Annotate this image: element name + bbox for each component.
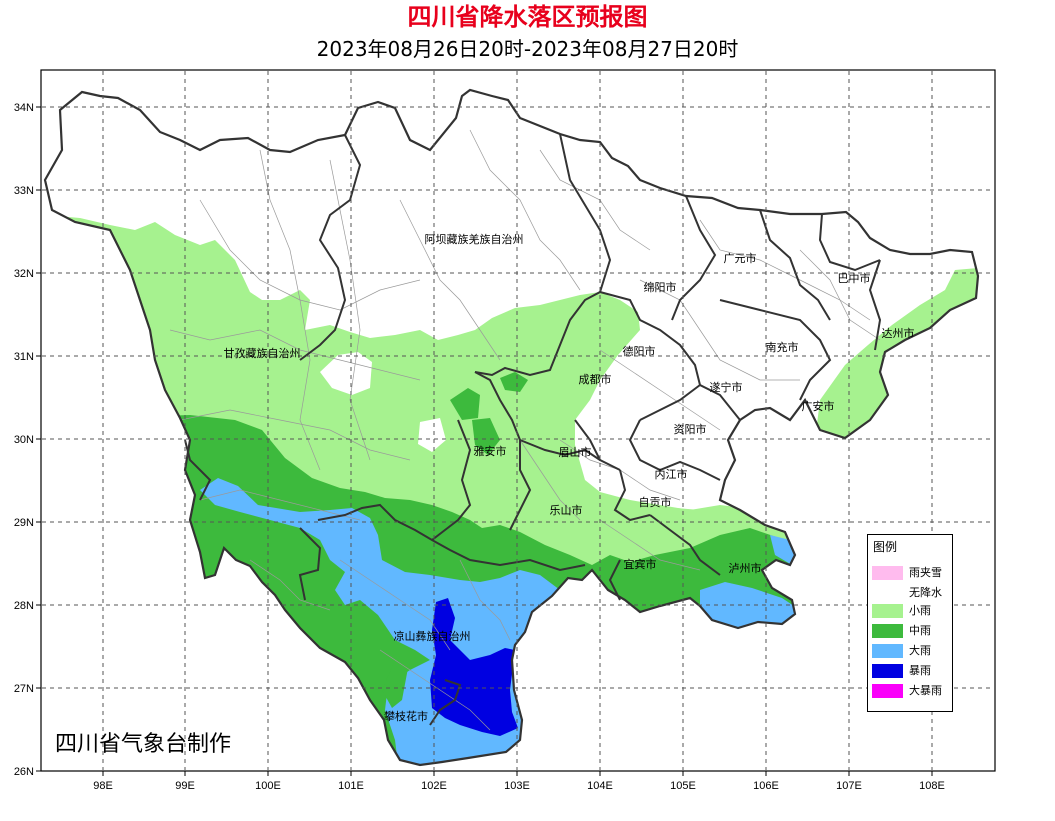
region-label-yibin: 宜宾市 <box>624 557 657 571</box>
y-tick-label: 33N <box>14 185 34 197</box>
legend-item: 小雨 <box>872 603 952 620</box>
y-tick-label: 31N <box>14 351 34 363</box>
legend-item: 中雨 <box>872 623 952 640</box>
legend-item: 大暴雨 <box>872 683 952 700</box>
x-tick-label: 108E <box>919 780 945 792</box>
legend-label: 暴雨 <box>909 664 931 677</box>
region-label-neijiang: 内江市 <box>655 467 688 481</box>
region-label-leshan: 乐山市 <box>550 503 583 517</box>
legend-swatch <box>872 604 903 618</box>
x-tick-label: 101E <box>338 780 364 792</box>
region-label-zigong: 自贡市 <box>639 495 672 509</box>
region-label-nanchong: 南充市 <box>766 340 799 354</box>
legend-swatch <box>872 684 903 698</box>
region-label-suining: 遂宁市 <box>710 380 743 394</box>
region-label-ziyang: 资阳市 <box>674 422 707 436</box>
x-tick-label: 107E <box>836 780 862 792</box>
legend-swatch <box>872 586 903 600</box>
region-label-aba: 阿坝藏族羌族自治州 <box>425 232 524 246</box>
x-tick-label: 106E <box>753 780 779 792</box>
legend-label: 小雨 <box>909 604 931 617</box>
legend: 图例 雨夹雪 无降水 小雨 中雨 大雨 暴雨 大暴雨 <box>867 534 953 712</box>
y-tick-label: 29N <box>14 517 34 529</box>
region-label-meishan: 眉山市 <box>559 445 592 459</box>
region-label-guangan: 广安市 <box>802 399 835 413</box>
x-tick-label: 104E <box>587 780 613 792</box>
legend-swatch <box>872 566 903 580</box>
region-label-mianyang: 绵阳市 <box>644 280 677 294</box>
region-label-liangshan: 凉山彝族自治州 <box>394 629 471 643</box>
map-subtitle: 2023年08月26日20时-2023年08月27日20时 <box>316 37 739 61</box>
region-label-guangyuan: 广元市 <box>724 251 757 265</box>
x-tick-label: 99E <box>175 780 195 792</box>
x-tick-label: 100E <box>255 780 281 792</box>
legend-item: 无降水 <box>872 585 952 602</box>
legend-label: 中雨 <box>909 624 931 637</box>
x-tick-label: 103E <box>504 780 530 792</box>
y-tick-label: 27N <box>14 683 34 695</box>
x-tick-label: 105E <box>670 780 696 792</box>
legend-swatch <box>872 664 903 678</box>
region-label-panzhihua: 攀枝花市 <box>384 709 428 723</box>
legend-label: 无降水 <box>909 586 942 599</box>
region-label-bazhong: 巴中市 <box>838 271 871 285</box>
y-tick-label: 32N <box>14 268 34 280</box>
y-tick-label: 34N <box>14 102 34 114</box>
legend-label: 大雨 <box>909 644 931 657</box>
credit-text: 四川省气象台制作 <box>55 732 232 757</box>
legend-swatch <box>872 624 903 638</box>
region-label-dazhou: 达州市 <box>882 326 915 340</box>
y-tick-label: 26N <box>14 766 34 778</box>
legend-label: 大暴雨 <box>909 684 942 697</box>
region-label-chengdu: 成都市 <box>579 372 612 386</box>
region-label-yaan: 雅安市 <box>474 444 507 458</box>
region-label-ganzi: 甘孜藏族自治州 <box>224 346 301 360</box>
y-tick-label: 30N <box>14 434 34 446</box>
y-tick-label: 28N <box>14 600 34 612</box>
x-tick-label: 98E <box>93 780 113 792</box>
legend-title: 图例 <box>873 540 898 554</box>
legend-item: 暴雨 <box>872 663 952 680</box>
region-label-luzhou: 泸州市 <box>729 561 762 575</box>
legend-item: 雨夹雪 <box>872 565 952 582</box>
legend-label: 雨夹雪 <box>909 566 942 579</box>
legend-item: 大雨 <box>872 643 952 660</box>
x-tick-label: 102E <box>421 780 447 792</box>
legend-swatch <box>872 644 903 658</box>
map-title: 四川省降水落区预报图 <box>407 3 648 31</box>
region-label-deyang: 德阳市 <box>623 344 656 358</box>
